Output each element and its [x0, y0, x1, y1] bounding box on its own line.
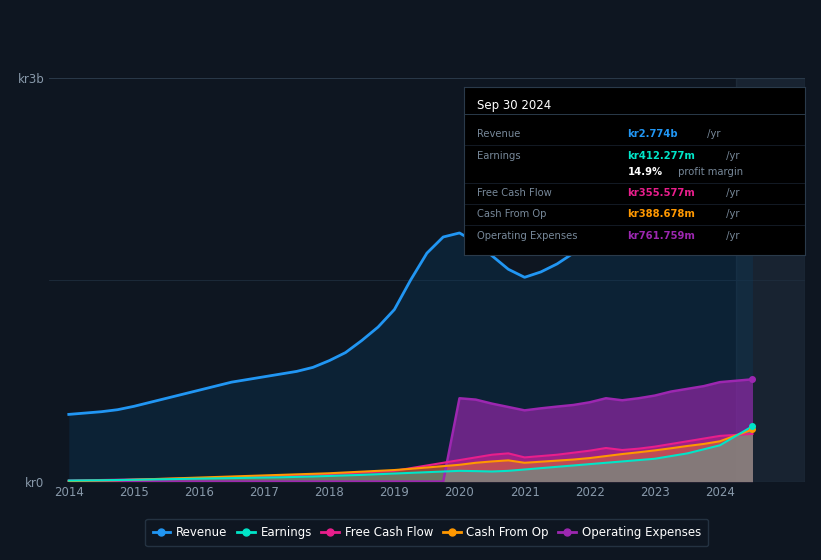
Text: /yr: /yr [722, 188, 739, 198]
Text: Free Cash Flow: Free Cash Flow [478, 188, 553, 198]
Text: profit margin: profit margin [675, 167, 743, 178]
Text: 14.9%: 14.9% [627, 167, 663, 178]
Text: Cash From Op: Cash From Op [478, 209, 547, 220]
Text: kr2.774b: kr2.774b [627, 129, 678, 139]
Text: Earnings: Earnings [478, 151, 521, 161]
Text: /yr: /yr [722, 231, 739, 241]
Text: /yr: /yr [722, 209, 739, 220]
Text: Operating Expenses: Operating Expenses [478, 231, 578, 241]
Legend: Revenue, Earnings, Free Cash Flow, Cash From Op, Operating Expenses: Revenue, Earnings, Free Cash Flow, Cash … [145, 519, 709, 546]
Text: kr355.577m: kr355.577m [627, 188, 695, 198]
Text: Revenue: Revenue [478, 129, 521, 139]
Text: /yr: /yr [704, 129, 720, 139]
Text: /yr: /yr [722, 151, 739, 161]
Text: kr412.277m: kr412.277m [627, 151, 695, 161]
Bar [736, 78, 805, 482]
Text: kr761.759m: kr761.759m [627, 231, 695, 241]
Text: Sep 30 2024: Sep 30 2024 [478, 99, 552, 111]
Text: kr388.678m: kr388.678m [627, 209, 695, 220]
